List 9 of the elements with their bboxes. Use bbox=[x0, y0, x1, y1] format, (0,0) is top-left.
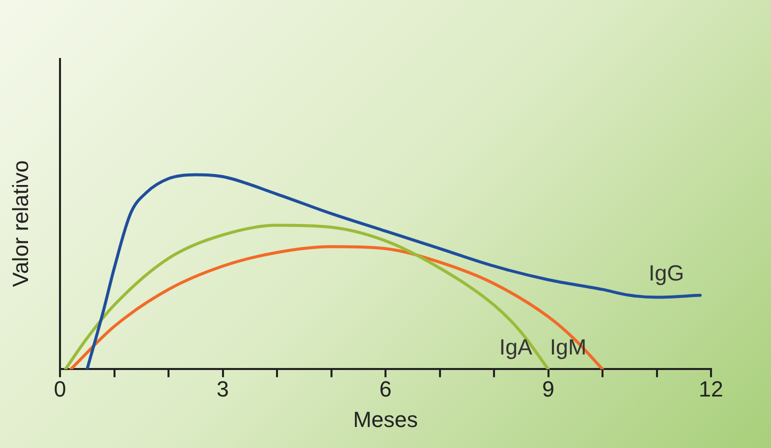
y-axis-title: Valor relativo bbox=[8, 160, 34, 287]
series-label: IgA bbox=[499, 334, 533, 360]
x-tick-label: 12 bbox=[698, 376, 724, 402]
x-tick-label: 0 bbox=[54, 376, 66, 402]
x-tick-label: 9 bbox=[542, 376, 554, 402]
x-tick-label: 6 bbox=[379, 376, 392, 402]
x-axis-title: Meses bbox=[353, 406, 418, 432]
series-label: IgG bbox=[648, 260, 684, 286]
x-tick-label: 3 bbox=[216, 376, 229, 402]
